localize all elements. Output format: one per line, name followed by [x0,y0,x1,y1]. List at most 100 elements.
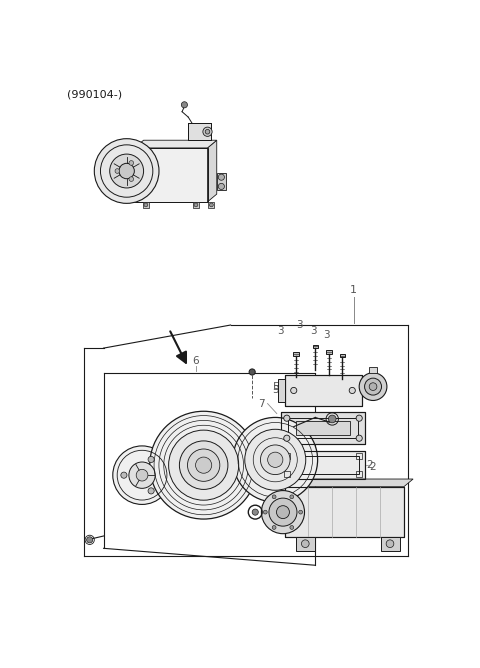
Text: 5: 5 [272,381,278,391]
Circle shape [205,130,210,134]
Bar [287,456,359,474]
Text: 2: 2 [370,462,376,472]
Circle shape [290,526,294,529]
Circle shape [299,510,302,514]
Bar [381,537,400,550]
Bar [288,418,358,438]
Bar [285,375,361,406]
Polygon shape [285,479,413,487]
Circle shape [290,495,294,499]
Circle shape [168,430,239,500]
Circle shape [136,470,148,481]
Circle shape [195,457,212,473]
Circle shape [129,462,155,488]
Bar [281,452,365,479]
Circle shape [291,387,297,393]
Circle shape [115,169,120,173]
Circle shape [359,373,387,401]
Circle shape [218,174,225,180]
Circle shape [284,435,290,442]
Circle shape [110,154,144,188]
Bar [369,367,377,373]
Circle shape [144,203,148,207]
Circle shape [365,378,382,395]
Polygon shape [134,140,217,148]
Text: 3: 3 [277,326,284,336]
Circle shape [386,540,394,548]
Circle shape [129,177,133,182]
Circle shape [269,498,297,526]
Circle shape [188,449,220,482]
Bar [285,487,404,537]
Circle shape [181,102,188,108]
Bar [208,202,215,208]
Text: 1: 1 [350,285,357,295]
Bar [284,472,290,478]
Bar [296,537,315,550]
Bar [281,412,365,444]
Circle shape [218,183,225,190]
Bar [281,412,365,444]
Circle shape [356,415,362,422]
Circle shape [150,411,258,519]
Bar [281,452,365,479]
Bar [296,422,350,435]
Circle shape [148,488,154,494]
Text: 7: 7 [258,399,264,409]
Circle shape [268,452,283,468]
Circle shape [203,127,212,136]
Bar [285,487,404,537]
Bar [339,354,345,357]
Text: 4: 4 [272,420,278,430]
Circle shape [249,369,255,375]
Circle shape [129,160,133,165]
Text: 5: 5 [272,385,278,395]
Bar [356,453,362,459]
Circle shape [233,418,318,502]
Bar [134,148,207,202]
Bar [188,124,211,140]
Bar [188,124,211,140]
Circle shape [86,537,93,543]
Text: 2: 2 [366,460,372,470]
Circle shape [121,472,127,478]
Circle shape [276,506,289,518]
Circle shape [369,383,377,391]
Circle shape [264,510,267,514]
Circle shape [119,163,134,179]
Bar [143,202,149,208]
Bar [134,148,207,202]
Bar [217,173,226,190]
Circle shape [301,540,309,548]
Circle shape [180,441,228,490]
Circle shape [272,526,276,529]
Text: 4: 4 [272,424,278,434]
Circle shape [94,139,159,203]
Circle shape [356,435,362,442]
Circle shape [148,456,154,462]
Bar [278,379,285,402]
Text: 6: 6 [192,356,199,366]
Circle shape [262,490,304,534]
Bar [285,375,361,406]
Text: 3: 3 [324,330,330,340]
Bar [356,472,362,478]
Circle shape [328,415,336,423]
Circle shape [113,446,171,504]
Circle shape [349,387,355,393]
Text: 3: 3 [297,320,303,330]
Circle shape [284,415,290,422]
Circle shape [209,203,213,207]
Bar [193,202,199,208]
Circle shape [261,445,290,474]
Bar [312,345,318,348]
Text: (990104-): (990104-) [67,90,122,100]
Circle shape [272,495,276,499]
Circle shape [194,203,198,207]
Text: 3: 3 [311,326,317,336]
Bar [284,453,290,459]
Bar [326,350,332,353]
Circle shape [252,509,258,515]
Circle shape [245,430,306,490]
Bar [293,352,299,356]
